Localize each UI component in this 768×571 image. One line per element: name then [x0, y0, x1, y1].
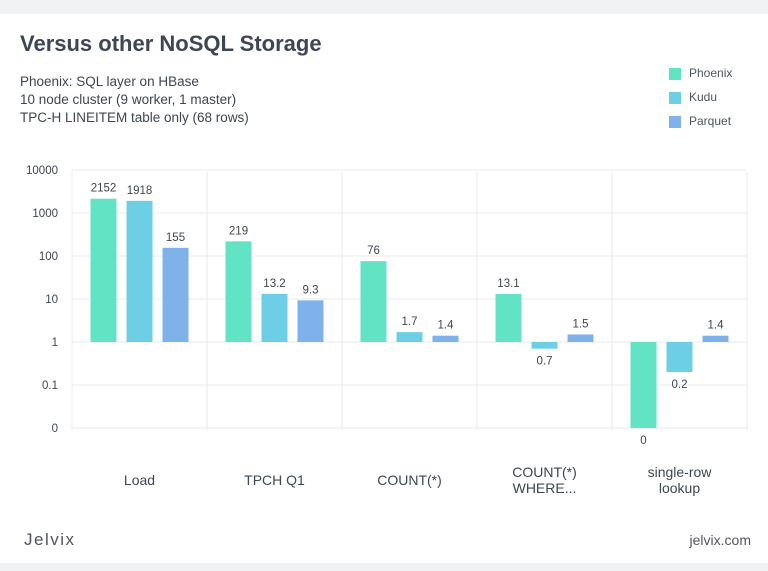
legend-label-phoenix: Phoenix — [689, 66, 733, 80]
bar-kudu — [261, 293, 288, 342]
category-label: COUNT(*) — [512, 464, 577, 480]
value-label: 0.2 — [672, 379, 688, 391]
y-tick-label: 0.1 — [42, 380, 58, 392]
legend-swatch-kudu — [669, 92, 681, 104]
chart-title: Versus other NoSQL Storage — [20, 31, 322, 56]
y-tick-label: 10 — [45, 294, 58, 306]
value-label: 219 — [229, 225, 248, 237]
subtitle-line-1: Phoenix: SQL layer on HBase — [20, 74, 199, 89]
value-label: 9.3 — [303, 284, 319, 296]
value-label: 76 — [367, 245, 380, 257]
bar-parquet — [297, 300, 324, 342]
subtitle-line-3: TPC-H LINEITEM table only (68 rows) — [20, 110, 249, 125]
bar-phoenix — [225, 241, 252, 342]
brand-logo-text: Jelvix — [24, 530, 76, 549]
value-label: 0.7 — [537, 356, 553, 368]
y-tick-label: 1 — [52, 337, 58, 349]
bar-kudu — [396, 332, 423, 342]
y-tick-label: 0 — [52, 423, 58, 435]
bar-phoenix — [630, 342, 657, 428]
legend-swatch-parquet — [669, 116, 681, 128]
value-label: 1.4 — [708, 320, 725, 332]
y-tick-label: 1000 — [32, 208, 58, 220]
category-label: single-row — [648, 464, 713, 480]
subtitle-line-2: 10 node cluster (9 worker, 1 master) — [20, 92, 237, 107]
value-label: 2152 — [91, 183, 117, 195]
value-label: 1.4 — [438, 320, 455, 332]
category-label: TPCH Q1 — [244, 472, 305, 488]
bar-phoenix — [90, 198, 117, 342]
bar-kudu — [531, 342, 558, 349]
legend-swatch-phoenix — [669, 68, 681, 80]
site-url: jelvix.com — [689, 532, 751, 548]
bar-parquet — [432, 335, 459, 342]
bar-phoenix — [495, 293, 522, 342]
category-label: WHERE... — [513, 480, 577, 496]
bottom-frame — [0, 563, 768, 571]
bar-phoenix — [360, 261, 387, 342]
bar-parquet — [162, 247, 189, 342]
value-label: 155 — [166, 232, 185, 244]
y-tick-label: 100 — [39, 251, 58, 263]
y-tick-label: 10000 — [26, 165, 58, 177]
value-label: 13.2 — [263, 278, 285, 290]
value-label: 1.7 — [402, 316, 418, 328]
bar-parquet — [567, 334, 594, 342]
bar-parquet — [702, 335, 729, 342]
category-label: COUNT(*) — [377, 472, 442, 488]
bar-kudu — [126, 200, 153, 342]
value-label: 1918 — [127, 185, 153, 197]
value-label: 0 — [640, 435, 646, 447]
legend-label-parquet: Parquet — [689, 114, 732, 128]
category-label: lookup — [659, 480, 700, 496]
top-frame — [0, 0, 768, 14]
legend-label-kudu: Kudu — [689, 90, 718, 104]
value-label: 13.1 — [497, 278, 519, 290]
bar-kudu — [666, 342, 693, 373]
category-label: Load — [124, 472, 155, 488]
value-label: 1.5 — [573, 318, 589, 330]
